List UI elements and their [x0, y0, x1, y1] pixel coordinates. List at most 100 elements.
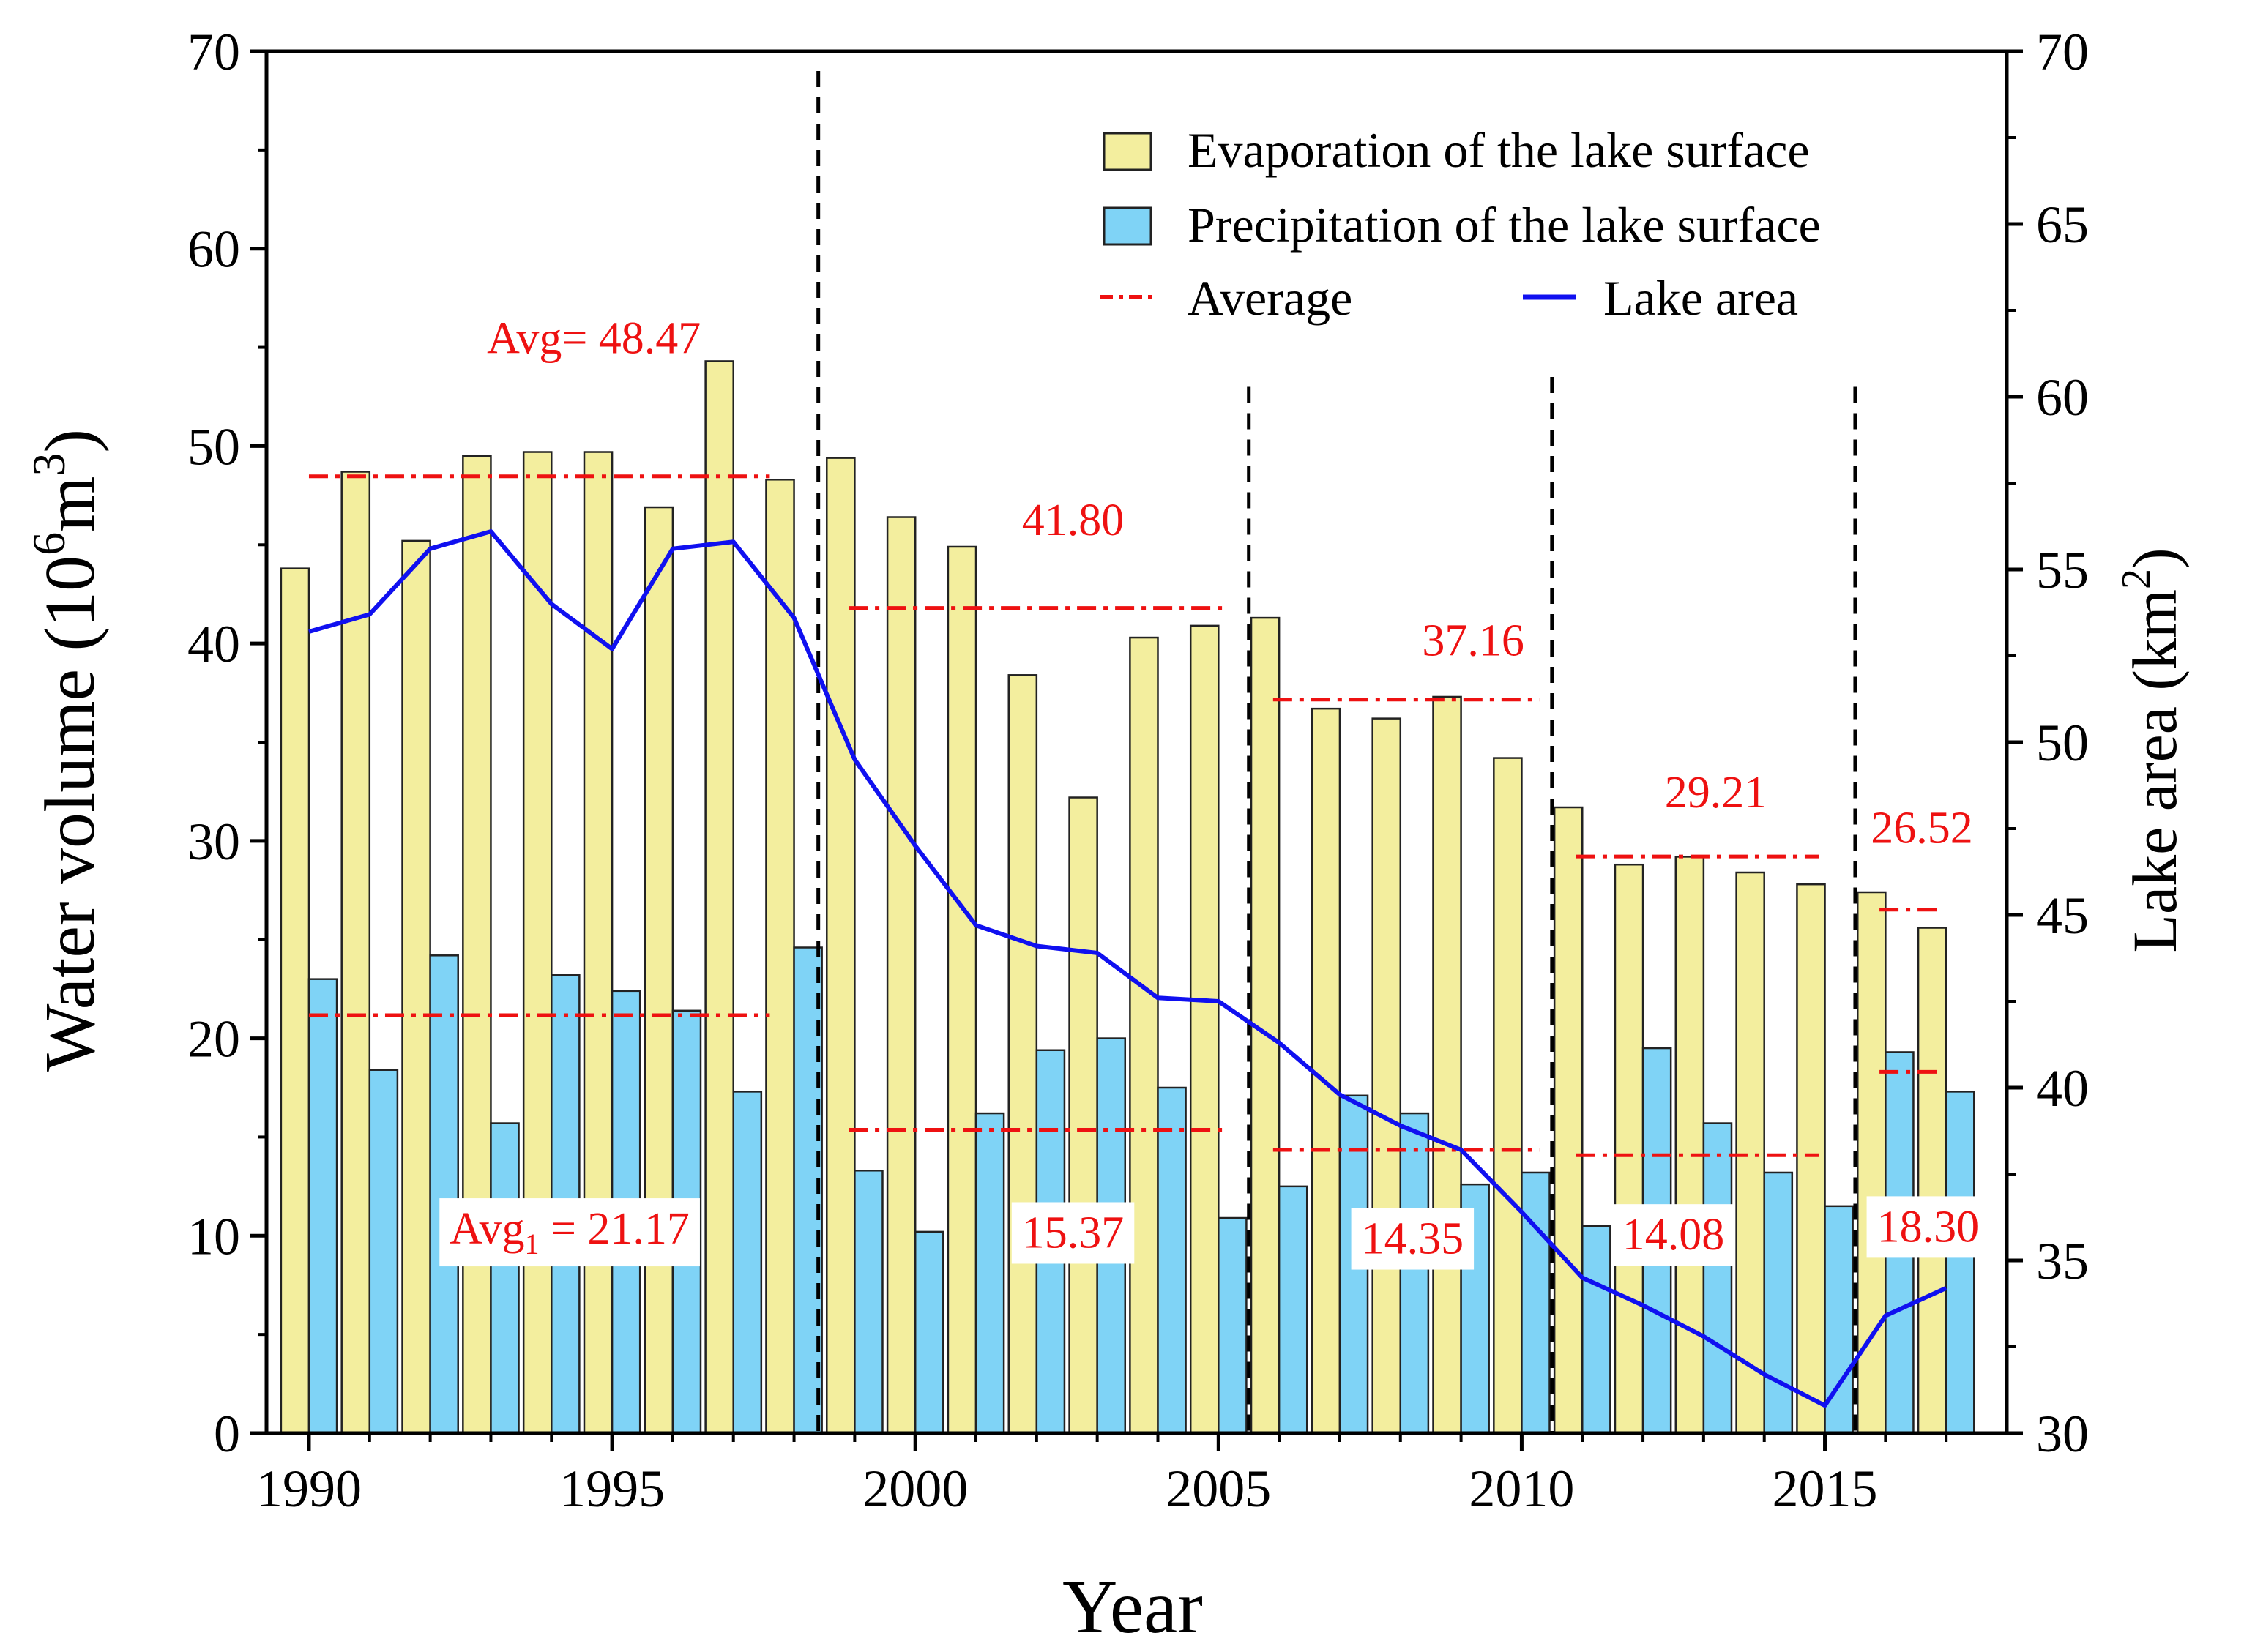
- y-tick-label-0: 0: [214, 1405, 240, 1463]
- precipitation-bar-1990: [307, 978, 338, 1435]
- evaporation-bar-1990: [280, 567, 310, 1435]
- legend-label-lake-area: Lake area: [1603, 270, 1798, 326]
- average-label-box-9: [1866, 1196, 1990, 1258]
- average-label-7: 14.35: [1362, 1214, 1464, 1264]
- average-label-prefix-0: Avg=: [487, 314, 599, 364]
- y-tick-label-10: 10: [187, 1207, 240, 1266]
- precipitation-bar-2010: [1521, 1171, 1551, 1435]
- evaporation-bar-2008: [1371, 717, 1402, 1435]
- precipitation-bar-1992: [429, 954, 459, 1435]
- y2-axis-title-close: ): [2120, 547, 2190, 569]
- lake-area-line: [308, 529, 1947, 1408]
- y2-tick-label-30: 30: [2036, 1405, 2089, 1463]
- average-label-3: 29.21: [1665, 768, 1767, 818]
- precipitation-bar-1991: [368, 1069, 399, 1435]
- average-label-2: 37.16: [1422, 616, 1524, 665]
- evaporation-bar-2014: [1735, 871, 1765, 1435]
- evaporation-bar-1997: [704, 360, 734, 1435]
- average-label-value-7: 14.35: [1362, 1214, 1464, 1264]
- legend-label-precipitation: Precipitation of the lake surface: [1188, 197, 1821, 253]
- precipitation-bar-2008: [1399, 1112, 1430, 1435]
- legend-label-evaporation: Evaporation of the lake surface: [1188, 122, 1810, 178]
- y2-tick-label-50: 50: [2036, 714, 2089, 772]
- average-label-value-8: 14.08: [1622, 1210, 1725, 1260]
- precipitation-bar-2017: [1945, 1091, 1975, 1435]
- y-axis-title-sup-3: 3: [23, 453, 75, 476]
- y2-axis-title: Lake area (km2): [2114, 547, 2190, 952]
- bars-layer: [280, 360, 1975, 1435]
- y2-tick-label-55: 55: [2036, 541, 2089, 599]
- y-axis-title-main: Water volume (10: [31, 556, 110, 1072]
- average-label-value-9: 18.30: [1877, 1202, 1980, 1252]
- average-label-9: 18.30: [1877, 1202, 1980, 1252]
- average-label-box-6: [1011, 1202, 1135, 1264]
- average-label-value-2: 37.16: [1422, 616, 1524, 665]
- evaporation-bar-2015: [1796, 883, 1826, 1435]
- legend: Evaporation of the lake surface Precipita…: [1100, 122, 1821, 326]
- y-tick-label-30: 30: [187, 812, 240, 871]
- legend-swatch-precipitation: [1103, 206, 1152, 246]
- y2-tick-label-70: 70: [2036, 23, 2089, 81]
- y2-tick-label-45: 45: [2036, 886, 2089, 945]
- precipitation-bar-2011: [1581, 1225, 1611, 1435]
- evaporation-bar-1995: [583, 451, 614, 1435]
- evaporation-bar-1994: [522, 451, 553, 1435]
- evaporation-bar-2013: [1674, 856, 1705, 1435]
- precipitation-bar-2006: [1278, 1185, 1308, 1435]
- evaporation-bar-2001: [947, 545, 977, 1435]
- x-tick-label-1995: 1995: [559, 1459, 665, 1518]
- x-tick-label-1990: 1990: [256, 1459, 362, 1518]
- average-label-4: 26.52: [1871, 804, 1973, 853]
- x-tick-label-2000: 2000: [862, 1459, 968, 1518]
- average-label-0: Avg= 48.47: [487, 314, 701, 364]
- y-tick-label-50: 50: [187, 417, 240, 476]
- y2-tick-label-60: 60: [2036, 368, 2089, 427]
- average-label-value-0: 48.47: [599, 314, 701, 364]
- precipitation-bar-2001: [974, 1112, 1005, 1435]
- evaporation-bar-1991: [340, 471, 371, 1435]
- average-label-6: 15.37: [1022, 1208, 1125, 1257]
- legend-label-average: Average: [1188, 270, 1352, 326]
- average-label-value-5: = 21.17: [539, 1204, 689, 1254]
- evaporation-bar-2000: [886, 516, 917, 1435]
- precipitation-bar-1999: [854, 1170, 884, 1435]
- evaporation-bar-1998: [765, 479, 795, 1435]
- average-label-value-4: 26.52: [1871, 804, 1973, 853]
- average-label-value-6: 15.37: [1022, 1208, 1125, 1257]
- average-label-box-8: [1611, 1204, 1735, 1266]
- average-label-value-1: 41.80: [1022, 496, 1125, 545]
- precipitation-bar-2014: [1763, 1171, 1794, 1435]
- y2-axis-title-main: Lake area (km: [2120, 589, 2190, 953]
- period-dividers-layer: [816, 70, 1857, 1433]
- evaporation-bar-2005: [1189, 624, 1220, 1435]
- y2-tick-label-40: 40: [2036, 1059, 2089, 1118]
- precipitation-bar-2004: [1157, 1086, 1187, 1435]
- evaporation-bar-1999: [826, 457, 856, 1435]
- evaporation-bar-2011: [1553, 806, 1584, 1435]
- average-label-1: 41.80: [1022, 496, 1125, 545]
- evaporation-bar-2003: [1068, 796, 1098, 1435]
- y2-axis-title-sup-2: 2: [2114, 569, 2159, 589]
- average-label-8: 14.08: [1622, 1210, 1725, 1260]
- legend-swatch-evaporation: [1103, 132, 1152, 171]
- evaporation-bar-2017: [1917, 927, 1947, 1435]
- evaporation-bar-2009: [1432, 695, 1462, 1435]
- average-labels-layer: Avg= 48.47 41.80 37.16 29.21 26.52 Avg1 = 21.…: [439, 314, 1990, 1270]
- evaporation-bar-2016: [1857, 891, 1887, 1435]
- average-label-5: Avg1 = 21.17: [450, 1204, 690, 1260]
- average-label-box-5: [439, 1198, 700, 1267]
- evaporation-bar-2002: [1007, 674, 1038, 1435]
- precipitation-bar-1997: [732, 1091, 763, 1435]
- average-label-box-7: [1351, 1208, 1475, 1270]
- y-tick-label-60: 60: [187, 220, 240, 279]
- lake-area-layer: [308, 529, 1947, 1408]
- y-axis-title-sup-6: 6: [23, 532, 75, 556]
- evaporation-bar-2007: [1311, 707, 1341, 1435]
- evaporation-bar-1996: [644, 506, 674, 1435]
- x-axis-title: Year: [1062, 1565, 1203, 1649]
- evaporation-bar-1993: [462, 455, 492, 1435]
- y-axis-title-close: ): [31, 429, 110, 453]
- x-tick-label-2015: 2015: [1773, 1459, 1878, 1518]
- y-axis-title: Water volume (106m3): [23, 429, 110, 1072]
- y2-tick-label-35: 35: [2036, 1232, 2089, 1290]
